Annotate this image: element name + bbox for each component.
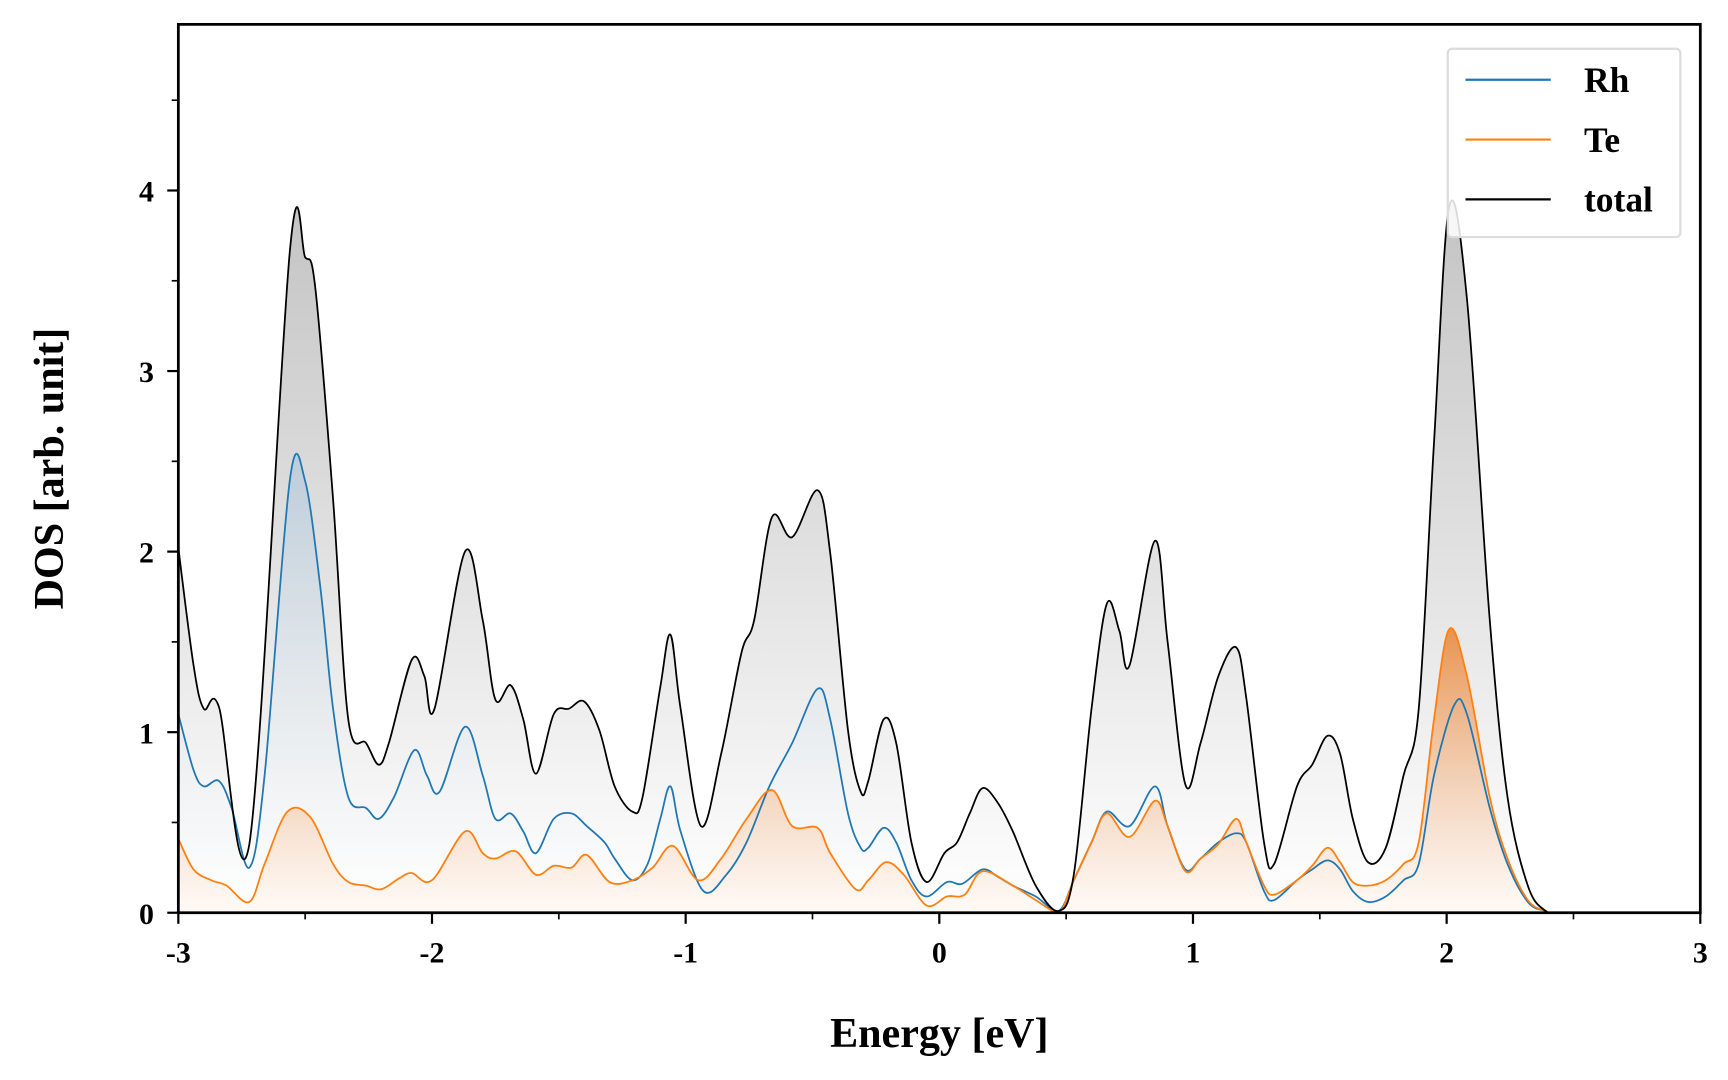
line-total — [178, 199, 1701, 913]
fill-total — [178, 200, 1701, 913]
x-tick-label: 3 — [1693, 937, 1708, 970]
legend: Rh Te total — [1446, 47, 1682, 239]
x-tick-label: -3 — [166, 937, 191, 970]
legend-label-rh: Rh — [1584, 60, 1630, 100]
y-tick-label: 0 — [139, 898, 154, 931]
x-tick-label: -2 — [420, 937, 445, 970]
legend-box — [1446, 47, 1682, 239]
x-tick-label: 0 — [932, 937, 947, 970]
y-tick-label: 4 — [139, 176, 154, 209]
y-tick-label: 3 — [139, 356, 154, 389]
legend-label-te: Te — [1584, 120, 1620, 160]
y-tick-label: 1 — [139, 717, 154, 750]
y-axis-label: DOS [arb. unit] — [26, 328, 73, 610]
fill-te — [178, 628, 1701, 913]
x-tick-label: -1 — [673, 937, 698, 970]
y-tick-label: 2 — [139, 537, 154, 570]
line-rh — [178, 452, 1701, 913]
line-te — [178, 627, 1701, 913]
legend-label-total: total — [1584, 180, 1653, 220]
x-axis-label: Energy [eV] — [830, 1010, 1049, 1057]
x-tick-label: 1 — [1186, 937, 1201, 970]
x-tick-label: 2 — [1439, 937, 1454, 970]
